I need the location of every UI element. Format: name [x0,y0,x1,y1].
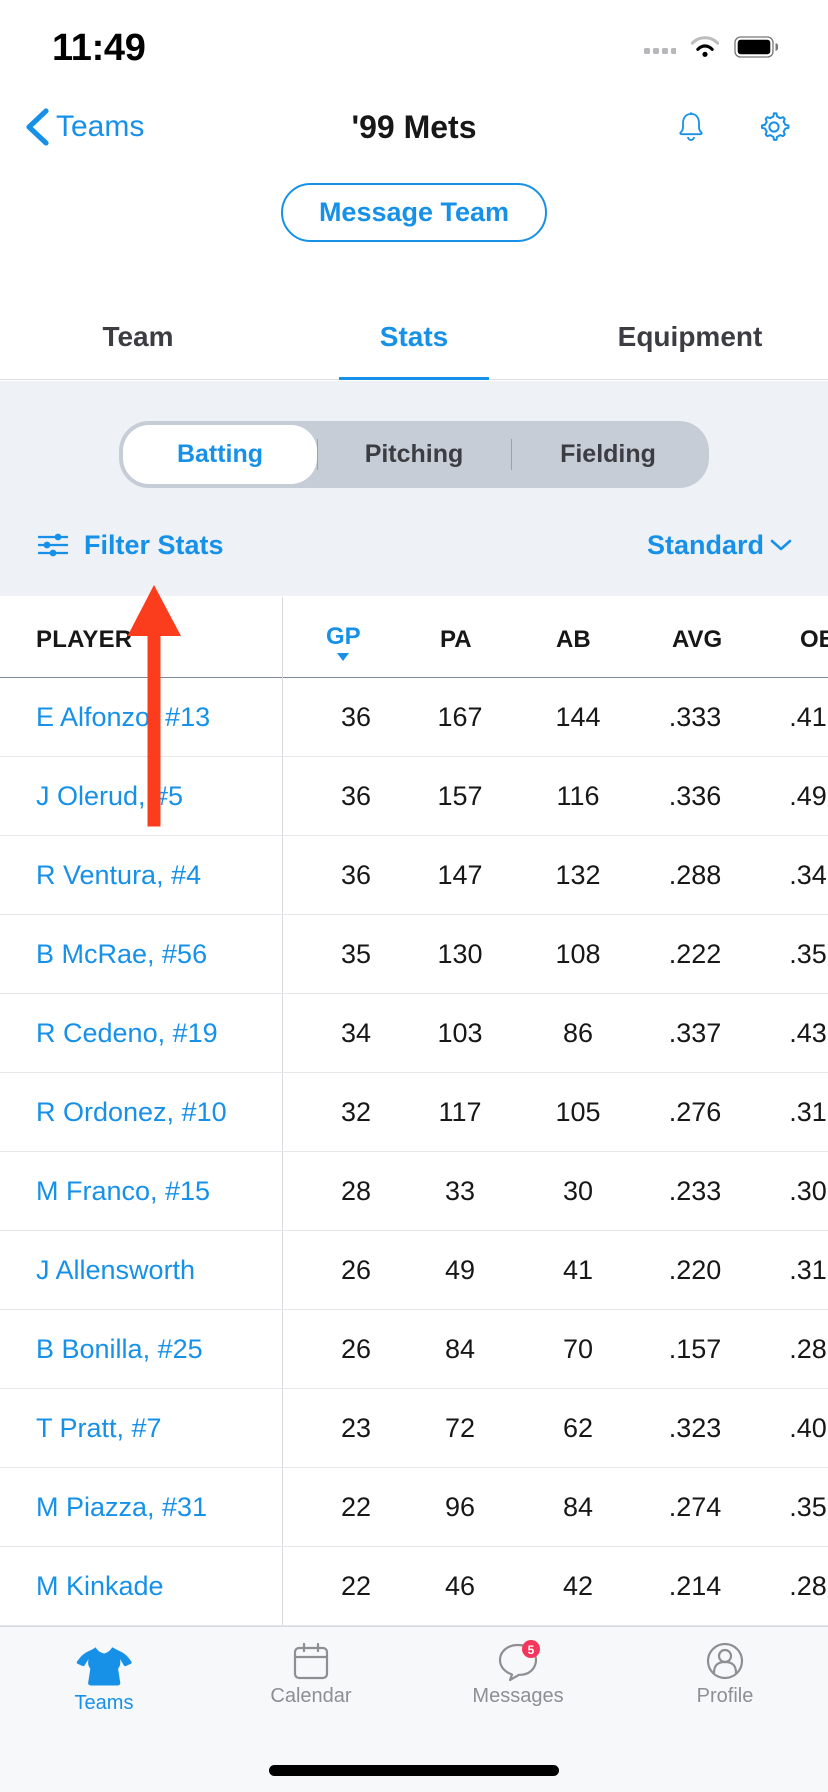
svg-text:5: 5 [528,1643,535,1657]
